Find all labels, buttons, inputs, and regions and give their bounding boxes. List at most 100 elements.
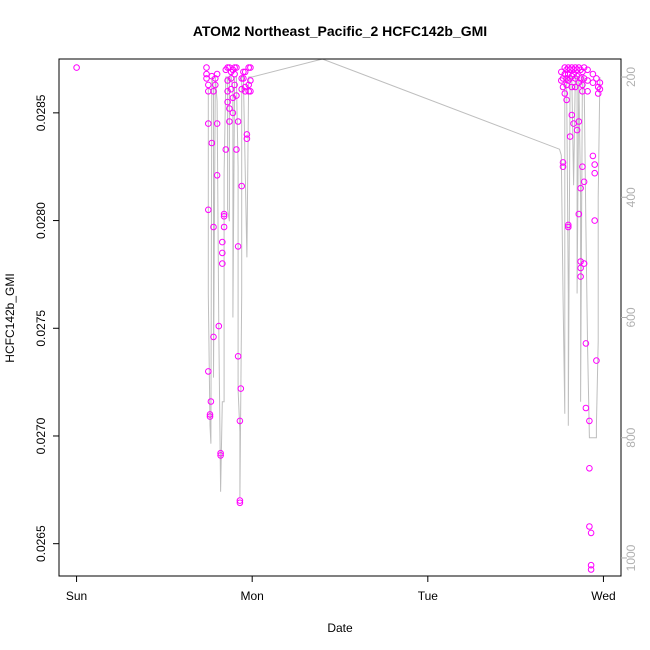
data-point: [237, 385, 245, 392]
data-point: [580, 75, 588, 82]
data-point: [229, 109, 237, 117]
points-layer: [73, 64, 604, 573]
data-point: [587, 529, 595, 537]
data-point: [220, 223, 228, 231]
y-tick-label: 0.0285: [34, 94, 48, 131]
data-point: [586, 417, 593, 425]
data-point: [575, 210, 583, 218]
data-point: [219, 260, 226, 267]
y2-tick-label: 800: [624, 427, 638, 447]
y2-tick-label: 1000: [624, 544, 638, 571]
data-point: [203, 64, 210, 71]
data-point: [234, 243, 242, 250]
data-point: [238, 85, 245, 93]
data-point: [203, 75, 210, 82]
data-point: [577, 258, 584, 265]
data-point: [227, 85, 235, 93]
data-point: [207, 398, 215, 405]
data-point: [577, 184, 584, 192]
data-point: [224, 88, 231, 95]
series-line: [207, 58, 601, 498]
data-point: [212, 75, 219, 82]
data-point: [217, 452, 224, 459]
data-point: [73, 64, 80, 71]
data-point: [227, 68, 235, 76]
data-point: [205, 206, 212, 214]
data-point: [580, 64, 588, 71]
data-point: [589, 152, 597, 160]
data-point: [212, 81, 219, 89]
data-point: [582, 340, 590, 347]
x-axis: Sun Mon Tue Wed: [66, 576, 616, 603]
data-point: [238, 182, 245, 190]
data-point: [573, 126, 581, 134]
data-point: [565, 221, 572, 229]
data-point: [219, 238, 226, 246]
data-point: [573, 72, 581, 80]
data-point: [591, 161, 599, 168]
data-point: [579, 163, 586, 170]
chart-title: ATOM2 Northeast_Pacific_2 HCFC142b_GMI: [193, 23, 487, 39]
y-tick-label: 0.0275: [34, 310, 48, 347]
data-point: [589, 70, 597, 78]
data-point: [205, 368, 212, 375]
data-point: [226, 105, 233, 112]
data-point: [577, 66, 584, 74]
data-point: [231, 81, 238, 89]
data-point: [580, 178, 588, 186]
data-point: [577, 273, 584, 280]
y2-tick-label: 400: [624, 187, 638, 207]
data-point: [584, 88, 591, 95]
data-point: [247, 88, 254, 95]
data-point: [240, 68, 247, 76]
data-point: [208, 139, 216, 147]
data-point: [584, 66, 591, 74]
data-point: [245, 81, 252, 89]
data-point: [561, 70, 569, 78]
data-point: [593, 357, 600, 364]
data-point: [213, 120, 221, 127]
data-point: [240, 75, 247, 82]
y-tick-label: 0.0270: [34, 417, 48, 454]
data-point: [594, 90, 602, 97]
data-point: [229, 94, 237, 102]
data-point: [589, 79, 597, 86]
data-point: [559, 83, 567, 91]
x-tick-label: Wed: [591, 589, 615, 603]
data-point: [247, 64, 254, 71]
data-point: [205, 81, 212, 89]
data-point: [217, 449, 224, 457]
x-axis-label: Date: [327, 621, 353, 635]
data-point: [224, 64, 231, 71]
data-point: [575, 118, 583, 125]
y-tick-label: 0.0265: [34, 525, 48, 562]
data-point: [241, 68, 249, 76]
data-point: [593, 75, 600, 82]
data-point: [231, 64, 238, 71]
data-point: [233, 92, 240, 99]
x-tick-label: Mon: [241, 589, 264, 603]
data-point: [577, 264, 584, 272]
y-axis: 0.0265 0.0270 0.0275 0.0280 0.0285: [34, 94, 59, 562]
data-point: [241, 83, 249, 91]
y-axis-label: HCFC142b_GMI: [3, 273, 17, 362]
data-point: [236, 417, 244, 425]
x-tick-label: Sun: [66, 589, 87, 603]
data-point: [559, 163, 567, 170]
data-point: [206, 413, 214, 420]
y2-axis: 200 400 600 800 1000: [621, 67, 638, 571]
data-point: [220, 213, 228, 220]
data-point: [586, 523, 593, 530]
data-point: [210, 223, 217, 231]
data-point: [234, 118, 242, 125]
data-point: [596, 79, 604, 86]
data-point: [565, 223, 572, 231]
data-point: [572, 83, 579, 91]
y2-tick-label: 600: [624, 307, 638, 327]
data-point: [213, 70, 221, 78]
data-point: [584, 77, 591, 84]
data-point: [210, 333, 217, 341]
data-point: [243, 131, 251, 138]
data-point: [596, 85, 604, 93]
